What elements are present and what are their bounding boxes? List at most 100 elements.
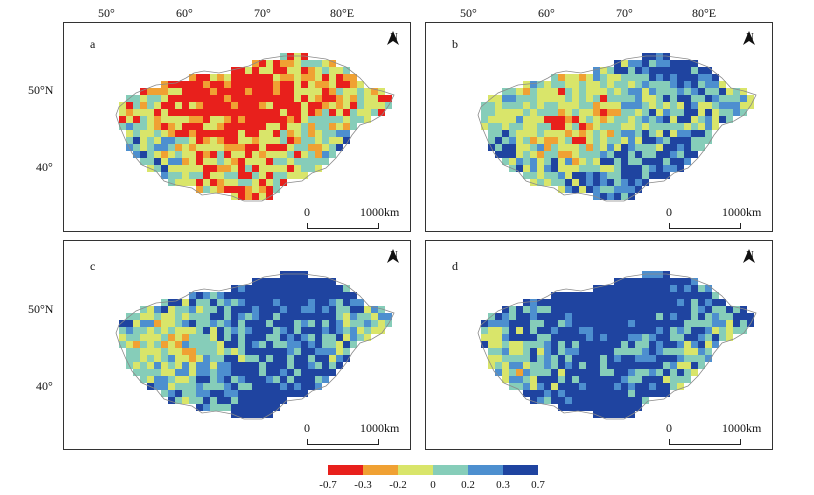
grid-cell xyxy=(670,362,677,369)
grid-cell xyxy=(572,299,579,306)
grid-cell xyxy=(607,390,614,397)
grid-cell xyxy=(551,102,558,109)
grid-cell xyxy=(161,151,168,158)
grid-cell xyxy=(621,369,628,376)
grid-cell xyxy=(691,292,698,299)
grid-cell xyxy=(336,67,343,74)
grid-cell xyxy=(670,74,677,81)
grid-cell xyxy=(684,376,691,383)
grid-cell xyxy=(336,102,343,109)
grid-cell xyxy=(565,102,572,109)
grid-cell xyxy=(495,151,502,158)
grid-cell xyxy=(308,313,315,320)
grid-cell xyxy=(579,355,586,362)
grid-cell xyxy=(273,306,280,313)
grid-cell xyxy=(558,109,565,116)
grid-cell xyxy=(642,348,649,355)
grid-cell xyxy=(628,186,635,193)
grid-cell xyxy=(719,299,726,306)
grid-cell xyxy=(231,327,238,334)
grid-cell xyxy=(607,383,614,390)
grid-cell xyxy=(287,102,294,109)
grid-cell xyxy=(238,186,245,193)
grid-cell xyxy=(287,341,294,348)
grid-cell xyxy=(329,362,336,369)
grid-cell xyxy=(266,95,273,102)
grid-cell xyxy=(168,116,175,123)
grid-cell xyxy=(168,130,175,137)
grid-cell xyxy=(600,172,607,179)
grid-cell xyxy=(161,341,168,348)
grid-cell xyxy=(210,95,217,102)
grid-cell xyxy=(217,172,224,179)
grid-cell xyxy=(628,179,635,186)
grid-cell xyxy=(168,390,175,397)
grid-cell xyxy=(607,74,614,81)
grid-cell xyxy=(558,144,565,151)
grid-cell xyxy=(252,341,259,348)
grid-cell xyxy=(621,151,628,158)
grid-cell xyxy=(266,355,273,362)
grid-cell xyxy=(273,327,280,334)
grid-cell xyxy=(217,123,224,130)
grid-cell xyxy=(196,137,203,144)
grid-cell xyxy=(642,285,649,292)
grid-cell xyxy=(509,158,516,165)
grid-cell xyxy=(656,320,663,327)
grid-cell xyxy=(175,88,182,95)
grid-cell xyxy=(245,397,252,404)
grid-cell xyxy=(147,313,154,320)
grid-cell xyxy=(245,116,252,123)
grid-cell xyxy=(336,123,343,130)
grid-cell xyxy=(231,179,238,186)
grid-cell xyxy=(579,397,586,404)
grid-cell xyxy=(621,376,628,383)
grid-cell xyxy=(579,390,586,397)
grid-cell xyxy=(670,320,677,327)
grid-cell xyxy=(537,362,544,369)
grid-cell xyxy=(607,376,614,383)
grid-cell xyxy=(273,137,280,144)
grid-cell xyxy=(642,341,649,348)
grid-cell xyxy=(189,376,196,383)
grid-cell xyxy=(357,95,364,102)
grid-cell xyxy=(140,306,147,313)
grid-cell xyxy=(663,53,670,60)
grid-cell xyxy=(231,186,238,193)
grid-cell xyxy=(509,123,516,130)
grid-cell xyxy=(621,348,628,355)
grid-cell xyxy=(670,88,677,95)
grid-cell xyxy=(628,383,635,390)
grid-cell xyxy=(698,299,705,306)
grid-cell xyxy=(224,327,231,334)
grid-cell xyxy=(663,116,670,123)
grid-cell xyxy=(175,334,182,341)
grid-cell xyxy=(516,130,523,137)
grid-cell xyxy=(308,130,315,137)
grid-cell xyxy=(621,411,628,418)
grid-cell xyxy=(544,88,551,95)
grid-cell xyxy=(217,397,224,404)
grid-cell xyxy=(322,137,329,144)
grid-cell xyxy=(133,320,140,327)
grid-cell xyxy=(147,376,154,383)
grid-cell xyxy=(245,88,252,95)
grid-cell xyxy=(635,186,642,193)
grid-cell xyxy=(558,123,565,130)
grid-cell xyxy=(635,292,642,299)
grid-cell xyxy=(677,116,684,123)
grid-cell xyxy=(273,109,280,116)
grid-cell xyxy=(586,88,593,95)
grid-cell xyxy=(705,313,712,320)
grid-cell xyxy=(565,179,572,186)
grid-cell xyxy=(210,397,217,404)
legend-swatch-4 xyxy=(433,465,468,475)
grid-cell xyxy=(273,158,280,165)
grid-cell xyxy=(621,292,628,299)
scale-end-a: 1000km xyxy=(360,205,400,219)
grid-cell xyxy=(607,123,614,130)
grid-cell xyxy=(259,376,266,383)
grid-cell xyxy=(252,313,259,320)
grid-cell xyxy=(308,116,315,123)
grid-cell xyxy=(301,383,308,390)
